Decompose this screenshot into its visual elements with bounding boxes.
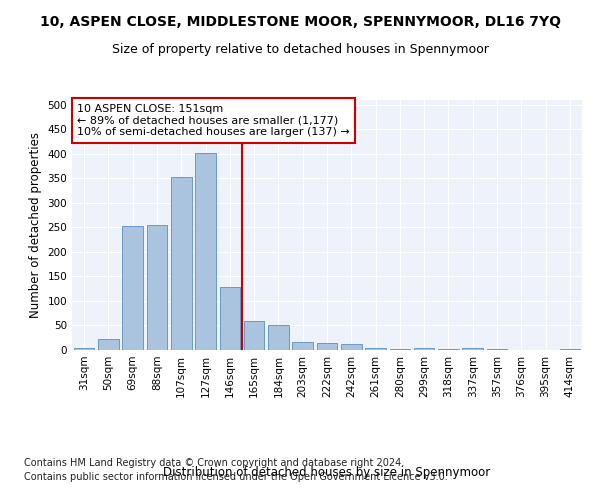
Bar: [341, 344, 362, 350]
Bar: [268, 326, 289, 350]
Text: Contains public sector information licensed under the Open Government Licence v3: Contains public sector information licen…: [24, 472, 448, 482]
Text: 10 ASPEN CLOSE: 151sqm
← 89% of detached houses are smaller (1,177)
10% of semi-: 10 ASPEN CLOSE: 151sqm ← 89% of detached…: [77, 104, 350, 137]
Bar: [122, 226, 143, 350]
Bar: [463, 348, 483, 350]
Text: Contains HM Land Registry data © Crown copyright and database right 2024.: Contains HM Land Registry data © Crown c…: [24, 458, 404, 468]
Text: 10, ASPEN CLOSE, MIDDLESTONE MOOR, SPENNYMOOR, DL16 7YQ: 10, ASPEN CLOSE, MIDDLESTONE MOOR, SPENN…: [40, 15, 560, 29]
Bar: [365, 348, 386, 350]
X-axis label: Distribution of detached houses by size in Spennymoor: Distribution of detached houses by size …: [163, 466, 491, 479]
Bar: [74, 348, 94, 350]
Bar: [389, 349, 410, 350]
Text: Size of property relative to detached houses in Spennymoor: Size of property relative to detached ho…: [112, 42, 488, 56]
Bar: [414, 348, 434, 350]
Bar: [98, 339, 119, 350]
Bar: [292, 342, 313, 350]
Bar: [244, 320, 265, 350]
Bar: [317, 342, 337, 350]
Bar: [220, 288, 240, 350]
Y-axis label: Number of detached properties: Number of detached properties: [29, 132, 42, 318]
Bar: [171, 177, 191, 350]
Bar: [560, 349, 580, 350]
Bar: [146, 226, 167, 350]
Bar: [487, 349, 508, 350]
Bar: [195, 153, 216, 350]
Bar: [438, 349, 459, 350]
